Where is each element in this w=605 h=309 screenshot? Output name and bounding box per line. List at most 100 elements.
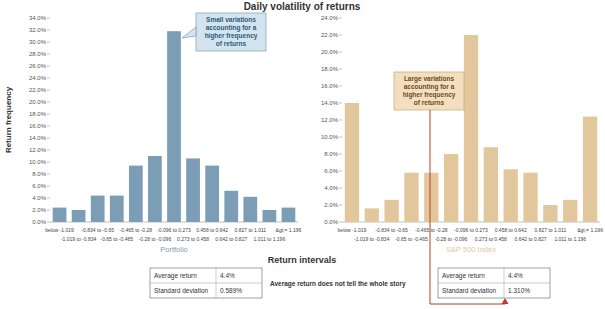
- y-tick-label: 30.0%: [29, 39, 47, 45]
- y-tick-label: 2.0%: [32, 207, 46, 213]
- bar: [91, 196, 105, 222]
- y-tick-label: 20.0%: [321, 49, 339, 55]
- y-tick: [339, 69, 342, 70]
- connector-line: [430, 110, 505, 304]
- y-tick: [47, 78, 50, 79]
- y-tick: [47, 114, 50, 115]
- callout-line: Large variations: [404, 75, 455, 83]
- x-tick-label: &gt;= 1.196: [577, 227, 603, 233]
- x-tick-label: 0.458 to 0.642: [495, 227, 527, 233]
- y-tick-label: 14.0%: [29, 135, 47, 141]
- x-tick-label: -0.28 to -0.096: [139, 236, 172, 242]
- chart-1: 0.0%2.0%4.0%6.0%8.0%10.0%12.0%14.0%16.0%…: [321, 15, 603, 304]
- y-tick-label: 22.0%: [29, 87, 47, 93]
- x-tick-label: 0.827 to 1.011: [235, 227, 267, 233]
- bar: [424, 173, 438, 222]
- stats-value: 0.589%: [220, 287, 242, 294]
- y-tick-label: 16.0%: [29, 123, 47, 129]
- x-tick-label: -1.019 to -0.834: [354, 236, 390, 242]
- stats-value: 4.4%: [220, 272, 235, 279]
- bar: [504, 169, 518, 222]
- series-label: Portfolio: [160, 245, 188, 254]
- y-tick: [339, 52, 342, 53]
- y-tick-label: 6.0%: [32, 183, 46, 189]
- x-tick-label: 1.011 to 1.196: [254, 236, 286, 242]
- note-text: Average return does not tell the whole s…: [270, 280, 406, 288]
- chart-title: Daily volatility of returns: [244, 1, 361, 12]
- x-tick-label: 0.458 to 0.642: [196, 227, 228, 233]
- bar: [384, 200, 398, 222]
- y-tick: [339, 222, 342, 223]
- y-tick: [47, 150, 50, 151]
- connector-arrowhead: [502, 298, 509, 304]
- y-tick-label: 4.0%: [324, 185, 338, 191]
- bar: [72, 210, 86, 222]
- stats-value: 1.310%: [508, 287, 530, 294]
- y-tick: [47, 66, 50, 67]
- bars: [345, 35, 597, 222]
- y-tick-label: 18.0%: [321, 66, 339, 72]
- y-tick-label: 20.0%: [29, 99, 47, 105]
- bar: [282, 208, 296, 222]
- callout-line: of returns: [216, 40, 247, 47]
- x-tick-label: -0.65 to -0.465: [395, 236, 428, 242]
- y-tick: [339, 120, 342, 121]
- bar: [167, 31, 181, 222]
- series-label: S&P 500 Index: [446, 245, 496, 254]
- bar: [484, 147, 498, 222]
- stats-divider: [150, 283, 262, 284]
- x-tick-label: -0.65 to -0.465: [101, 236, 134, 242]
- x-tick-label: 1.011 to 1.196: [554, 236, 586, 242]
- y-tick: [47, 186, 50, 187]
- y-tick-label: 0.0%: [32, 219, 46, 225]
- y-tick-label: 12.0%: [29, 147, 47, 153]
- callout-line: higher frequency: [205, 32, 258, 40]
- stats-label: Average return: [154, 272, 197, 280]
- x-tick-label: -0.28 to -0.096: [435, 236, 468, 242]
- chart-0: 0.0%2.0%4.0%6.0%8.0%10.0%12.0%14.0%16.0%…: [29, 13, 406, 298]
- x-tick-label: 0.273 to 0.458: [475, 236, 507, 242]
- y-tick: [339, 205, 342, 206]
- stats-table: Average return4.4%Standard deviation1.31…: [438, 268, 550, 298]
- callout-line: Small variations: [206, 16, 256, 23]
- bar: [563, 200, 577, 222]
- y-tick-label: 8.0%: [32, 171, 46, 177]
- figure: Daily volatility of returnsReturn freque…: [0, 0, 605, 309]
- bar: [205, 166, 219, 222]
- x-tick-label: 0.827 to 1.011: [535, 227, 567, 233]
- bar: [345, 103, 359, 222]
- x-tick-label: -0.465 to -0.28: [120, 227, 153, 233]
- callout-text: Large variationsaccounting for ahigher f…: [403, 75, 456, 106]
- callout: Small variationsaccounting for ahigher f…: [182, 13, 266, 51]
- y-tick-label: 6.0%: [324, 168, 338, 174]
- x-tick-label: below -1.019: [338, 227, 367, 233]
- bar: [110, 196, 124, 222]
- y-tick: [47, 90, 50, 91]
- y-tick: [339, 171, 342, 172]
- y-tick-label: 24.0%: [321, 15, 339, 21]
- x-tick-label: 0.273 to 0.458: [177, 236, 209, 242]
- callout-line: accounting for a: [404, 83, 455, 91]
- y-tick-label: 26.0%: [29, 63, 47, 69]
- y-tick: [47, 174, 50, 175]
- y-tick-label: 28.0%: [29, 51, 47, 57]
- y-tick: [47, 162, 50, 163]
- stats-value: 4.4%: [508, 272, 523, 279]
- bar: [523, 173, 537, 222]
- callout-line: accounting for a: [206, 24, 257, 32]
- y-tick: [339, 137, 342, 138]
- y-tick: [339, 86, 342, 87]
- y-tick: [339, 154, 342, 155]
- y-tick-label: 2.0%: [324, 202, 338, 208]
- stats-box: [438, 268, 550, 298]
- bar: [263, 210, 277, 222]
- bars: [53, 31, 296, 222]
- y-tick: [339, 188, 342, 189]
- bar: [243, 197, 257, 222]
- bar: [444, 154, 458, 222]
- bar: [464, 35, 478, 222]
- y-tick-label: 24.0%: [29, 75, 47, 81]
- y-tick-label: 32.0%: [29, 27, 47, 33]
- x-tick-label: -0.465 to -0.28: [415, 227, 448, 233]
- stats-label: Average return: [442, 272, 485, 280]
